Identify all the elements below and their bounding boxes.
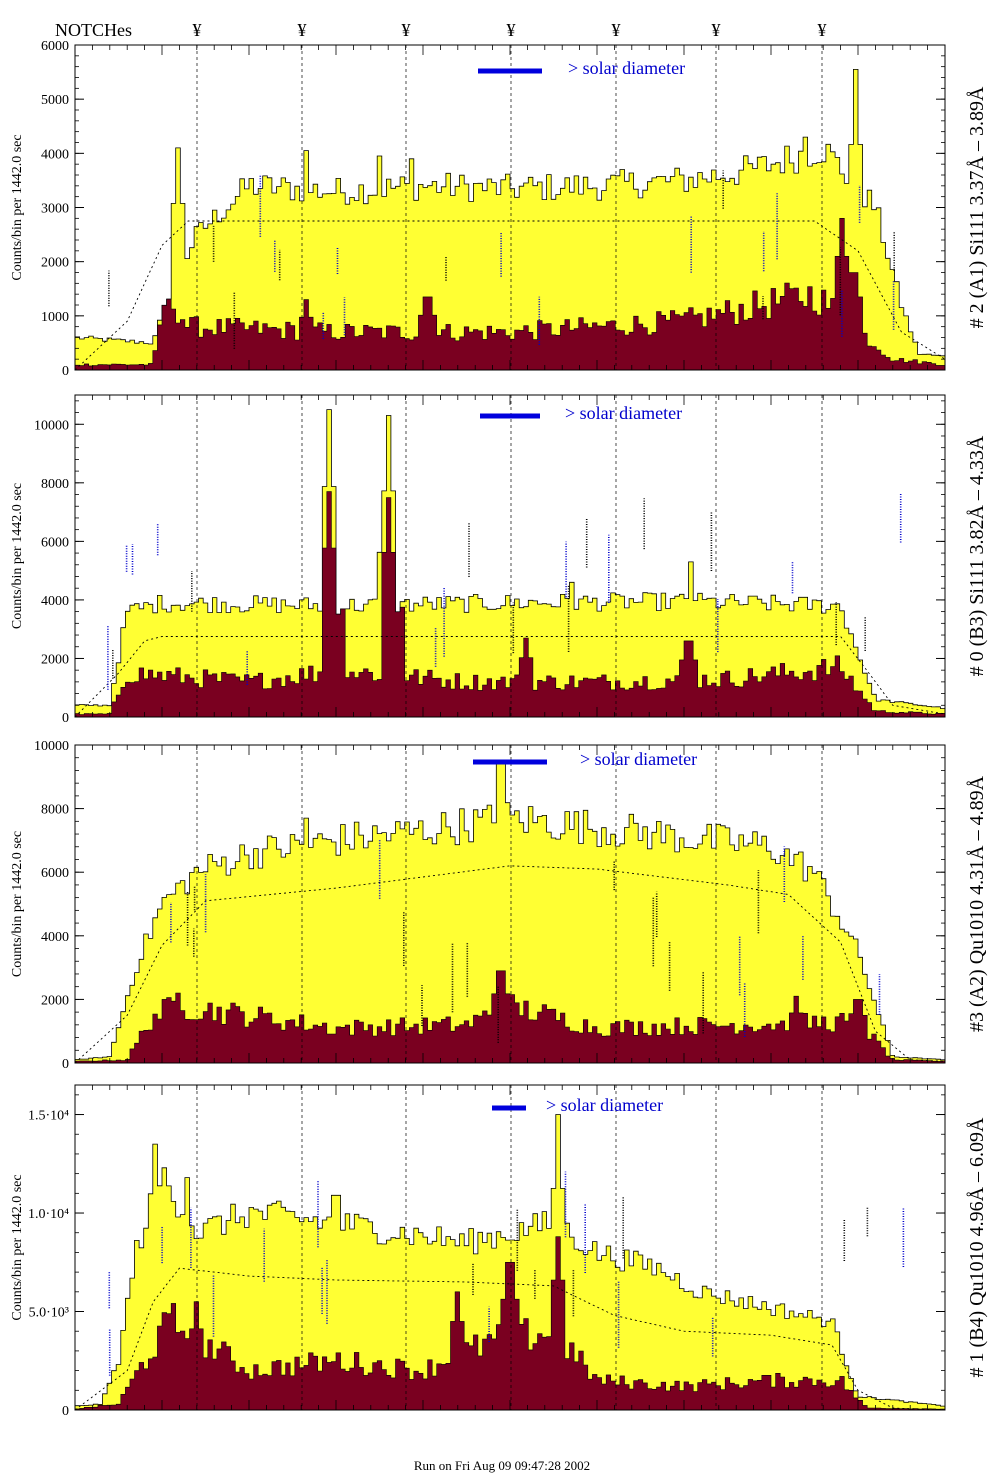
y-axis-label: Counts/bin per 1442.0 sec	[10, 134, 25, 280]
ytick-label: 6000	[41, 866, 69, 881]
spectrum-panel-3: 0 5.0·10³ 1.0·10⁴ 1.5·10⁴ Counts/bin per 144…	[10, 1084, 988, 1419]
ytick-label: 2000	[41, 652, 69, 667]
subset-counts-histogram	[74, 491, 946, 718]
solar-diameter-label: > solar diameter	[546, 1095, 663, 1115]
solar-diameter-label: > solar diameter	[565, 403, 682, 423]
ytick-label: 1.5·10⁴	[28, 1109, 69, 1124]
ytick-label: 6000	[41, 535, 69, 550]
ytick-label: 10000	[34, 418, 69, 433]
total-counts-histogram	[74, 69, 946, 371]
ytick-label: 0	[62, 1057, 69, 1072]
panel-label: # 0 (B3) Si111 3.82Å – 4.33Å	[966, 435, 988, 676]
notch-marker: ¥	[193, 20, 202, 40]
notch-marker: ¥	[402, 20, 411, 40]
notches-label: NOTCHes	[55, 20, 132, 40]
model-curve	[74, 865, 946, 1064]
y-axis-label: Counts/bin per 1442.0 sec	[10, 831, 25, 977]
ytick-label: 6000	[41, 39, 69, 54]
panel-label: # 1 (B4) Qu1010 4.96Å – 6.09Å	[966, 1117, 988, 1378]
ytick-label: 8000	[41, 477, 69, 492]
solar-diameter-label: > solar diameter	[580, 749, 697, 769]
ytick-label: 5.0·10³	[29, 1306, 69, 1321]
ytick-label: 1000	[41, 310, 69, 325]
ytick-label: 10000	[34, 739, 69, 754]
run-info: Run on Fri Aug 09 09:47:28 2002	[413, 1458, 591, 1473]
subset-counts-histogram	[74, 1236, 946, 1411]
model-curve	[74, 1267, 946, 1411]
spectrum-panel-0: 0 1000 2000 3000 4000 5000 6000 Counts/bin per …	[10, 39, 988, 379]
spectrum-panel-2: 0 2000 4000 6000 8000 10000 Counts/bin per 144…	[10, 739, 988, 1072]
ytick-label: 0	[62, 711, 69, 726]
spectrum-panel-1: 0 2000 4000 6000 8000 10000 Counts/bin per 144…	[10, 394, 988, 726]
ytick-label: 5000	[41, 93, 69, 108]
total-counts-histogram	[74, 760, 946, 1064]
y-axis-label: Counts/bin per 1442.0 sec	[10, 483, 25, 629]
ytick-label: 1.0·10⁴	[28, 1207, 69, 1222]
total-counts-histogram	[74, 409, 946, 718]
subset-counts-histogram	[74, 218, 946, 371]
ytick-label: 8000	[41, 803, 69, 818]
panel-label: # 2 (A1) Si111 3.37Å – 3.89Å	[966, 86, 988, 328]
notch-marker: ¥	[712, 20, 721, 40]
notch-marker: ¥	[507, 20, 516, 40]
notch-marker: ¥	[612, 20, 621, 40]
ytick-label: 0	[62, 364, 69, 379]
ytick-label: 0	[62, 1404, 69, 1419]
ytick-label: 4000	[41, 147, 69, 162]
panel-label: #3 (A2) Qu1010 4.31Å – 4.89Å	[966, 775, 988, 1032]
solar-diameter-label: > solar diameter	[568, 58, 685, 78]
ytick-label: 3000	[41, 202, 69, 217]
subset-counts-histogram	[74, 970, 946, 1064]
ytick-label: 4000	[41, 594, 69, 609]
ytick-label: 2000	[41, 256, 69, 271]
notch-marker: ¥	[298, 20, 307, 40]
ytick-label: 2000	[41, 993, 69, 1008]
notch-marker: ¥	[818, 20, 827, 40]
ytick-label: 4000	[41, 930, 69, 945]
y-axis-label: Counts/bin per 1442.0 sec	[10, 1174, 25, 1320]
